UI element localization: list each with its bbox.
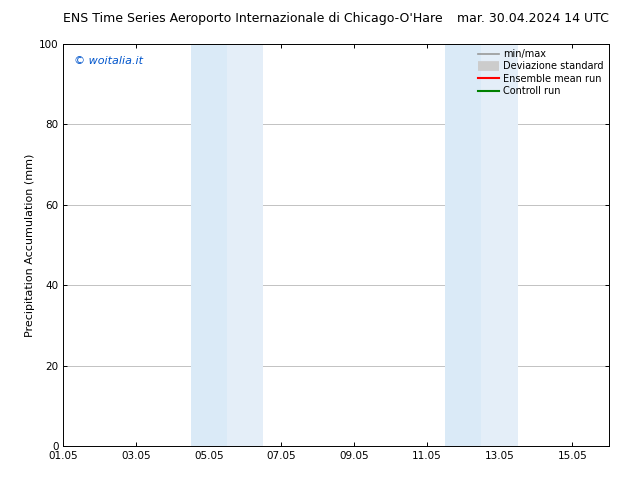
Text: © woitalia.it: © woitalia.it: [74, 56, 143, 66]
Y-axis label: Precipitation Accumulation (mm): Precipitation Accumulation (mm): [25, 153, 35, 337]
Text: ENS Time Series Aeroporto Internazionale di Chicago-O'Hare: ENS Time Series Aeroporto Internazionale…: [63, 12, 443, 25]
Bar: [445, 44, 481, 446]
Bar: [481, 44, 518, 446]
Bar: [191, 44, 227, 446]
Legend: min/max, Deviazione standard, Ensemble mean run, Controll run: min/max, Deviazione standard, Ensemble m…: [476, 47, 605, 98]
Bar: [227, 44, 263, 446]
Text: mar. 30.04.2024 14 UTC: mar. 30.04.2024 14 UTC: [456, 12, 609, 25]
